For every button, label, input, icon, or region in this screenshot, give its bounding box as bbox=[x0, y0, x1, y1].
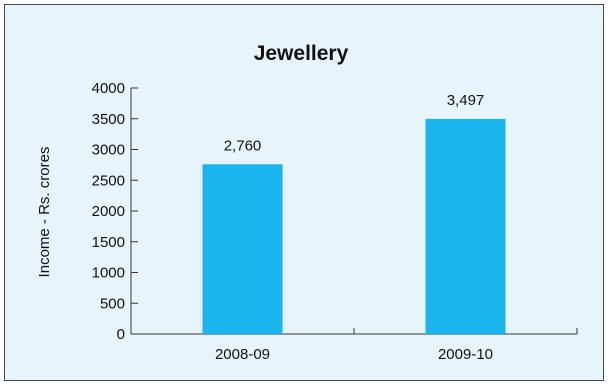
y-tick-label: 1000 bbox=[92, 265, 125, 282]
y-tick-label: 3000 bbox=[92, 142, 125, 159]
bar-value-label: 3,497 bbox=[447, 92, 485, 109]
axes bbox=[130, 88, 577, 335]
y-axis-label: Income - Rs. crores bbox=[36, 147, 53, 278]
bars: 2,760 3,497 bbox=[202, 92, 506, 334]
y-tick-label: 1500 bbox=[92, 234, 125, 251]
bar bbox=[202, 164, 283, 334]
y-tick-label: 3500 bbox=[92, 111, 125, 128]
y-tick-label: 500 bbox=[100, 295, 125, 312]
x-tick-label: 2008-09 bbox=[215, 346, 270, 363]
chart-title: Jewellery bbox=[254, 42, 349, 65]
bar-value-label: 2,760 bbox=[224, 137, 262, 154]
y-tick-label: 2000 bbox=[92, 203, 125, 220]
y-tick-label: 2500 bbox=[92, 172, 125, 189]
y-tick-label: 0 bbox=[117, 326, 125, 343]
x-axis-ticks: 2008-09 2009-10 bbox=[215, 328, 578, 363]
y-axis-ticks: 0 500 1000 1500 2000 2500 3000 3500 4000 bbox=[92, 80, 138, 343]
x-tick-label: 2009-10 bbox=[438, 346, 493, 363]
bar bbox=[425, 118, 506, 334]
y-tick-label: 4000 bbox=[92, 80, 125, 97]
